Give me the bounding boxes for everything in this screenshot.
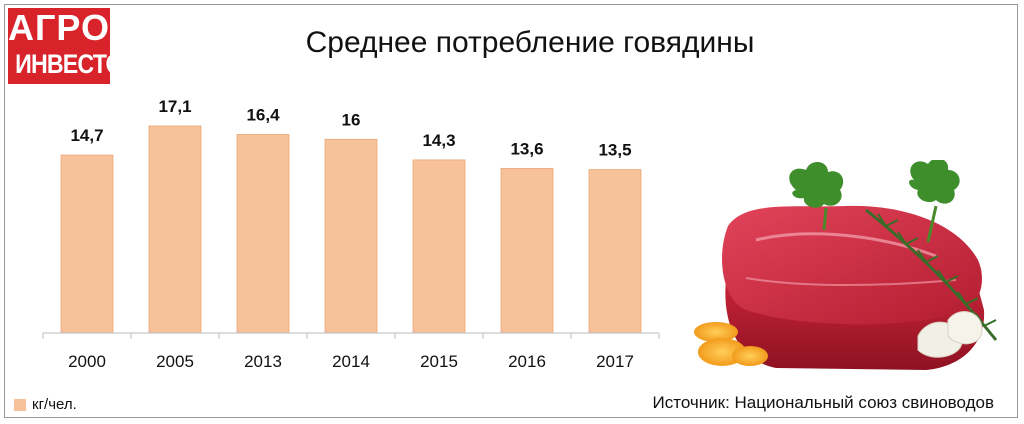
legend-swatch: [14, 398, 26, 411]
bar-2014: [324, 138, 378, 334]
x-axis: 2000 2005 2013 2014 2015 2016 2017: [42, 332, 660, 371]
source-note: Источник: Национальный союз свиноводов: [652, 393, 995, 412]
x-tick-label-2014: 2014: [332, 352, 370, 371]
data-label-2017: 13,5: [598, 141, 631, 160]
x-tick-label-2005: 2005: [156, 352, 194, 371]
x-tick-label-2016: 2016: [508, 352, 546, 371]
x-tick-label-2013: 2013: [244, 352, 282, 371]
bar-2005: [148, 125, 202, 334]
data-label-2005: 17,1: [158, 97, 191, 116]
bars-group: 14,7 17,1 16,4 16 14,3 13,6 13,5: [60, 97, 642, 334]
data-label-2015: 14,3: [422, 131, 455, 150]
data-label-2014: 16: [342, 110, 361, 129]
beef-meat-illustration: [694, 160, 998, 370]
bar-2016: [500, 167, 554, 334]
x-tick-label-2015: 2015: [420, 352, 458, 371]
bar-2013: [236, 134, 290, 334]
logo-line-1: АГРО: [8, 7, 110, 48]
legend: кг/чел.: [14, 396, 77, 413]
x-tick-label-2017: 2017: [596, 352, 634, 371]
data-label-2016: 13,6: [510, 139, 543, 158]
x-tick-label-2000: 2000: [68, 352, 106, 371]
bar-2017: [588, 169, 642, 334]
bar-2015: [412, 159, 466, 334]
data-label-2000: 14,7: [70, 126, 103, 145]
legend-label: кг/чел.: [32, 396, 77, 413]
bar-2000: [60, 154, 114, 334]
chart-title: Среднее потребление говядины: [305, 26, 755, 59]
data-label-2013: 16,4: [246, 105, 280, 124]
